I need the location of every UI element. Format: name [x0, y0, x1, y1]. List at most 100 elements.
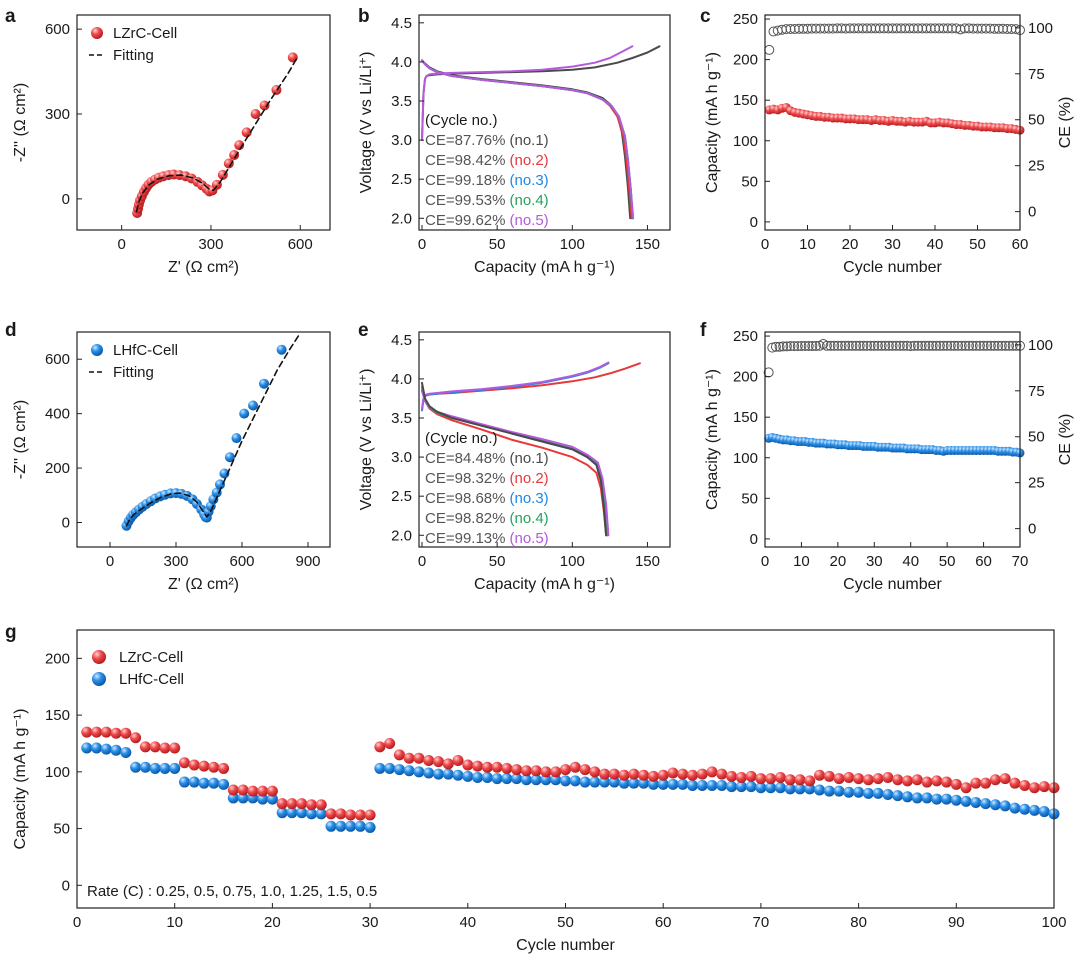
y-tick-label: 2.0 — [391, 527, 412, 544]
lhfc-point — [384, 762, 396, 774]
ce-point — [974, 340, 985, 351]
lhfc-point — [178, 776, 190, 788]
lhfc-point — [765, 782, 777, 794]
y-right-axis-label: CE (%) — [1057, 414, 1074, 466]
x-tick-label: 50 — [557, 914, 574, 931]
ce-point — [781, 341, 792, 352]
lhfc-point — [716, 779, 728, 791]
x-tick-label: 600 — [288, 236, 313, 253]
lhfc-point — [208, 777, 220, 789]
x-tick-label: 80 — [850, 914, 867, 931]
y-tick-label: 50 — [741, 173, 758, 190]
data-point — [211, 487, 222, 498]
lzrc-point — [491, 761, 503, 773]
lzrc-point — [579, 764, 591, 776]
lhfc-point — [804, 783, 816, 795]
y-right-tick-label: 75 — [1028, 383, 1045, 400]
legend-entry: CE=99.62% (no.5) — [425, 212, 549, 229]
x-axis-label: Cycle number — [843, 576, 942, 593]
lhfc-point — [911, 792, 923, 804]
lzrc-point — [931, 775, 943, 787]
legend-cycle: (no.4) — [509, 192, 548, 209]
x-axis-label: Cycle number — [516, 937, 615, 954]
ce-point — [894, 340, 905, 351]
lzrc-point — [774, 772, 786, 784]
y-tick-label: 0 — [750, 531, 758, 548]
lhfc-point — [198, 777, 210, 789]
lhfc-point — [237, 792, 249, 804]
lhfc-point — [345, 820, 357, 832]
lzrc-point — [276, 798, 288, 810]
x-tick-label: 150 — [635, 553, 660, 570]
y-tick-label: 3.0 — [391, 449, 412, 466]
lzrc-point — [726, 770, 738, 782]
ce-point — [840, 340, 851, 351]
lhfc-point — [989, 799, 1001, 811]
legend-cycle: (no.5) — [509, 530, 548, 547]
ce-point — [829, 340, 840, 351]
x-tick-label: 0 — [418, 553, 426, 570]
lhfc-point — [931, 793, 943, 805]
ce-point — [934, 340, 945, 351]
ce-point — [985, 340, 996, 351]
legend-title: (Cycle no.) — [425, 430, 498, 447]
ce-point — [811, 340, 821, 351]
x-tick-label: 20 — [264, 914, 281, 931]
x-tick-label: 300 — [198, 236, 223, 253]
lhfc-point — [1028, 804, 1040, 816]
data-point — [215, 479, 225, 490]
ce-point — [803, 340, 814, 351]
legend-ce: CE=98.68% — [425, 490, 505, 507]
ce-point — [862, 340, 872, 351]
lhfc-point — [1038, 806, 1050, 818]
lzrc-point — [266, 785, 278, 797]
axes-frame — [418, 331, 671, 548]
y-tick-label: 250 — [733, 11, 758, 28]
ce-point — [1007, 340, 1018, 351]
lhfc-point — [628, 777, 640, 789]
y-axis-label: -Z'' (Ω cm²) — [12, 400, 29, 479]
lzrc-point — [911, 774, 923, 786]
lhfc-point — [892, 790, 904, 802]
lzrc-point — [696, 768, 708, 780]
x-tick-label: 100 — [1041, 914, 1066, 931]
lhfc-point — [188, 776, 200, 788]
y-right-tick-label: 75 — [1028, 66, 1045, 83]
legend-cycle: (no.2) — [509, 470, 548, 487]
data-point — [229, 150, 240, 161]
y-right-axis-label: CE (%) — [1057, 97, 1074, 149]
chart-e: 0 50 100 150 2.0 2.5 3.0 3.5 4.0 4.5 Capacity (mA … — [358, 320, 671, 593]
lhfc-point — [110, 744, 122, 756]
legend-entry: CE=84.48% (no.1) — [425, 450, 549, 467]
chart-a: 0 300 600 0 300 600 Z' (Ω cm²) -Z'' (Ω cm²) a LZr… — [5, 6, 331, 276]
x-tick-label: 70 — [1012, 553, 1029, 570]
lzrc-point — [345, 809, 357, 821]
y-axis-label: -Z'' (Ω cm²) — [12, 83, 29, 162]
y-tick-label: 200 — [733, 52, 758, 69]
x-tick-label: 60 — [975, 553, 992, 570]
y-tick-label: 400 — [45, 406, 70, 423]
lzrc-point — [862, 774, 874, 786]
ce-point — [774, 341, 785, 352]
lhfc-point — [999, 800, 1011, 812]
legend-label: LZrC-Cell — [113, 25, 177, 42]
y-right-tick-label: 25 — [1028, 475, 1045, 492]
lzrc-point — [393, 749, 405, 761]
lhfc-point — [755, 782, 767, 794]
y-tick-label: 50 — [741, 490, 758, 507]
lzrc-point — [950, 778, 962, 790]
lzrc-point — [687, 769, 699, 781]
lzrc-point — [901, 775, 913, 787]
lhfc-point — [579, 776, 591, 788]
lhfc-point — [560, 775, 571, 787]
lzrc-point — [305, 799, 317, 811]
legend-ce: CE=99.53% — [425, 192, 505, 209]
lhfc-point — [530, 774, 542, 786]
legend-marker — [92, 650, 106, 664]
ce-point — [876, 340, 887, 351]
lzrc-point — [511, 764, 523, 776]
x-tick-label: 30 — [362, 914, 379, 931]
ce-point — [964, 340, 974, 351]
data-point — [259, 378, 269, 389]
lzrc-point — [706, 766, 718, 778]
